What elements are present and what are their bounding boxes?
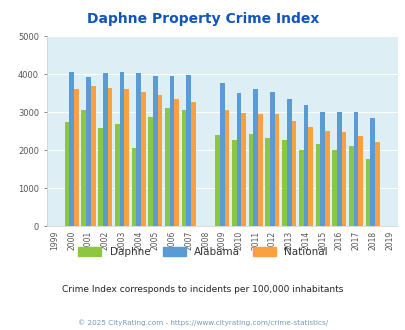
Text: Crime Index corresponds to incidents per 100,000 inhabitants: Crime Index corresponds to incidents per… [62, 285, 343, 294]
Bar [341, 132, 345, 226]
Bar [231, 140, 236, 226]
Bar [158, 95, 162, 226]
Bar [348, 146, 353, 226]
Text: © 2025 CityRating.com - https://www.cityrating.com/crime-statistics/: © 2025 CityRating.com - https://www.city… [78, 319, 327, 326]
Bar [220, 82, 224, 226]
Bar [81, 110, 86, 226]
Bar [174, 99, 179, 226]
Bar [224, 110, 229, 226]
Bar [374, 142, 379, 226]
Bar [215, 135, 220, 226]
Bar [131, 148, 136, 226]
Bar [74, 89, 79, 226]
Bar [169, 76, 174, 226]
Bar [69, 72, 74, 226]
Bar [86, 77, 91, 226]
Bar [136, 74, 141, 226]
Bar [291, 121, 296, 226]
Bar [274, 115, 279, 226]
Bar [324, 131, 329, 226]
Bar [186, 75, 191, 226]
Bar [64, 122, 69, 226]
Bar [281, 140, 286, 226]
Bar [141, 92, 145, 226]
Bar [248, 134, 253, 226]
Bar [307, 127, 312, 226]
Bar [102, 74, 107, 226]
Bar [181, 110, 186, 226]
Bar [315, 145, 320, 226]
Bar [286, 99, 291, 226]
Bar [358, 136, 362, 226]
Bar [165, 108, 169, 226]
Bar [258, 114, 262, 226]
Bar [241, 113, 245, 226]
Bar [269, 92, 274, 226]
Bar [191, 102, 195, 226]
Bar [369, 118, 374, 226]
Legend: Daphne, Alabama, National: Daphne, Alabama, National [75, 244, 330, 260]
Bar [332, 150, 336, 226]
Bar [148, 117, 153, 226]
Bar [91, 86, 95, 226]
Bar [153, 76, 158, 226]
Bar [107, 87, 112, 226]
Bar [124, 89, 129, 226]
Bar [336, 112, 341, 226]
Bar [119, 72, 124, 226]
Bar [265, 138, 269, 226]
Text: Daphne Property Crime Index: Daphne Property Crime Index [87, 12, 318, 25]
Bar [298, 150, 303, 226]
Bar [303, 105, 307, 226]
Bar [115, 124, 119, 226]
Bar [98, 128, 102, 226]
Bar [236, 93, 241, 226]
Bar [353, 112, 358, 226]
Bar [365, 159, 369, 226]
Bar [253, 89, 258, 226]
Bar [320, 112, 324, 226]
